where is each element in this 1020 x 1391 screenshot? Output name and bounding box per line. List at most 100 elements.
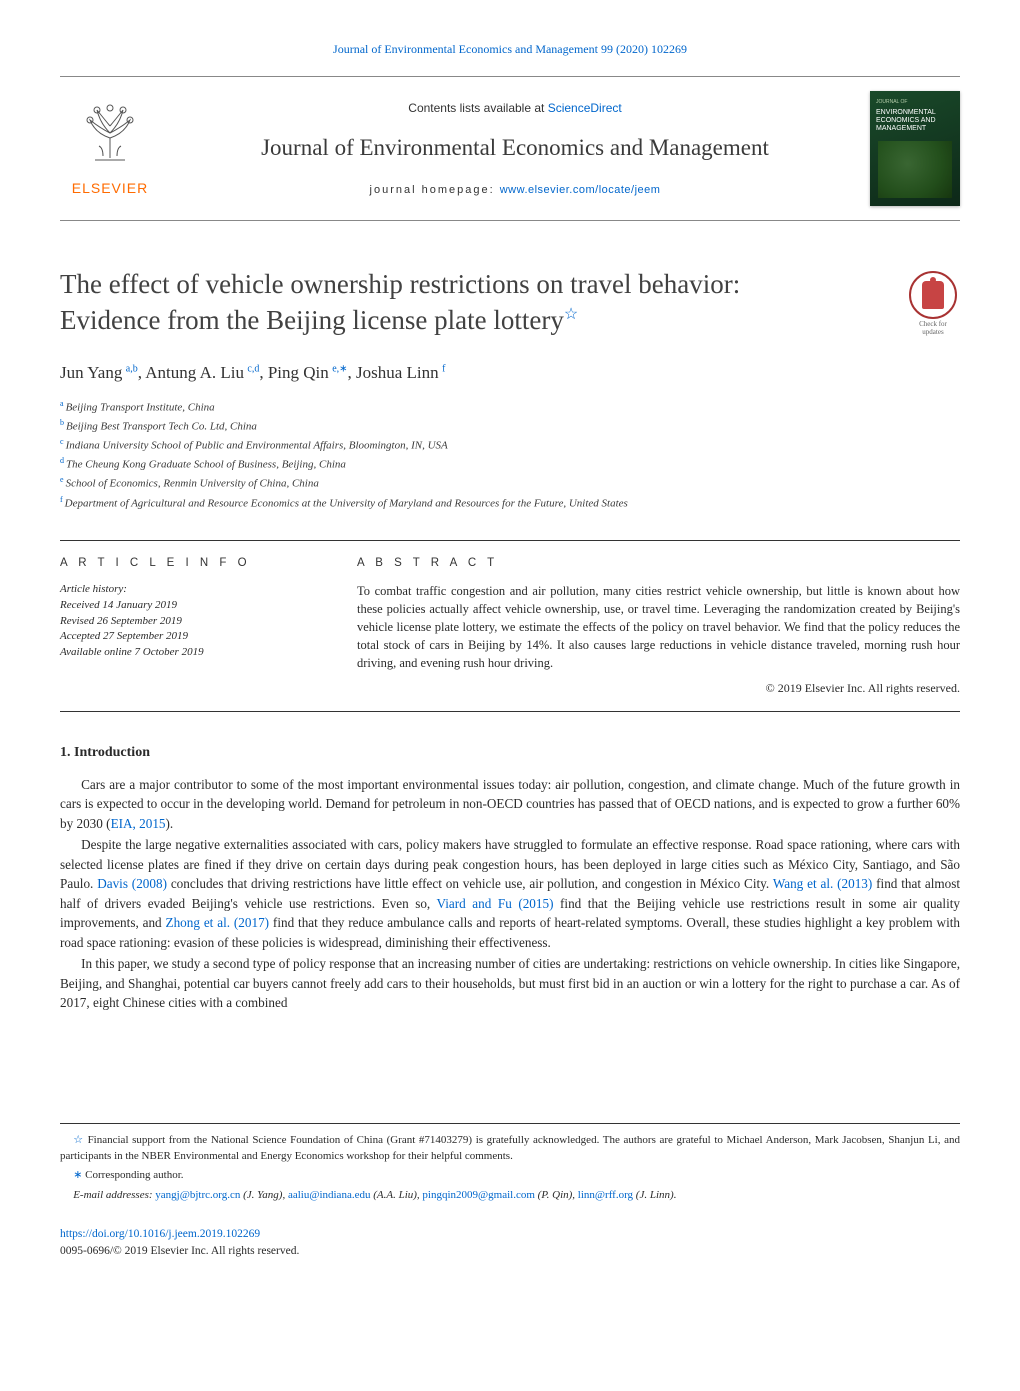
homepage-link[interactable]: www.elsevier.com/locate/jeem	[500, 184, 661, 196]
cite-zhong-2017[interactable]: Zhong et al. (2017)	[166, 915, 270, 930]
abstract-column: A B S T R A C T To combat traffic conges…	[339, 541, 960, 711]
author-name: Ping Qin	[268, 363, 332, 382]
contents-line: Contents lists available at ScienceDirec…	[172, 99, 858, 117]
check-updates-badge[interactable]: Check for updates	[906, 271, 960, 325]
intro-p3: In this paper, we study a second type of…	[60, 954, 960, 1013]
history-online: Available online 7 October 2019	[60, 645, 321, 660]
affiliation-line: fDepartment of Agricultural and Resource…	[60, 494, 960, 512]
corresponding-footnote: ∗ Corresponding author.	[60, 1167, 960, 1184]
history-received: Received 14 January 2019	[60, 598, 321, 613]
journal-reference: Journal of Environmental Economics and M…	[60, 40, 960, 58]
email-link[interactable]: yangj@bjtrc.org.cn	[155, 1189, 240, 1201]
funding-text: Financial support from the National Scie…	[60, 1134, 960, 1163]
funding-footnote: ☆ Financial support from the National Sc…	[60, 1132, 960, 1165]
homepage-prefix: journal homepage:	[370, 184, 500, 196]
updates-text2: updates	[906, 329, 960, 337]
updates-circle-icon	[909, 271, 957, 319]
affiliation-text: Beijing Best Transport Tech Co. Ltd, Chi…	[66, 421, 257, 433]
contents-prefix: Contents lists available at	[408, 101, 547, 115]
journal-cover-thumbnail: JOURNAL OF ENVIRONMENTAL ECONOMICS AND M…	[870, 91, 960, 206]
article-info-column: A R T I C L E I N F O Article history: R…	[60, 541, 339, 711]
email-who: (J. Linn)	[633, 1189, 674, 1201]
emails-line: E-mail addresses: yangj@bjtrc.org.cn (J.…	[60, 1187, 960, 1204]
author-name: Joshua Linn	[356, 363, 442, 382]
author-name: Antung A. Liu	[145, 363, 247, 382]
author-sup: a,b	[126, 364, 138, 375]
affiliation-line: dThe Cheung Kong Graduate School of Busi…	[60, 455, 960, 473]
bookmark-icon	[922, 281, 944, 309]
affiliation-sup: b	[60, 418, 64, 427]
section-1-heading: 1. Introduction	[60, 742, 960, 763]
cite-wang-2013[interactable]: Wang et al. (2013)	[773, 876, 872, 891]
title-line1: The effect of vehicle ownership restrict…	[60, 269, 740, 299]
journal-name: Journal of Environmental Economics and M…	[172, 131, 858, 166]
corr-mark: ∗	[73, 1169, 82, 1181]
author-name: Jun Yang	[60, 363, 126, 382]
title-footnote-star: ☆	[564, 306, 578, 323]
cover-small-main: ENVIRONMENTAL ECONOMICS AND MANAGEMENT	[876, 109, 954, 134]
homepage-line: journal homepage: www.elsevier.com/locat…	[172, 182, 858, 199]
affiliation-line: aBeijing Transport Institute, China	[60, 398, 960, 416]
issn-copyright: 0095-0696/© 2019 Elsevier Inc. All right…	[60, 1243, 960, 1260]
corr-text: Corresponding author.	[85, 1169, 183, 1181]
email-link[interactable]: linn@rff.org	[578, 1189, 633, 1201]
affiliation-sup: d	[60, 456, 64, 465]
affiliation-text: School of Economics, Renmin University o…	[66, 478, 319, 490]
elsevier-tree-icon	[75, 98, 145, 168]
affiliation-sup: a	[60, 399, 64, 408]
article-info-label: A R T I C L E I N F O	[60, 555, 321, 572]
history-accepted: Accepted 27 September 2019	[60, 629, 321, 644]
sciencedirect-link[interactable]: ScienceDirect	[548, 101, 622, 115]
cite-eia-2015[interactable]: EIA, 2015	[111, 816, 166, 831]
p1-post: ).	[166, 816, 174, 831]
email-who: (A.A. Liu)	[370, 1189, 416, 1201]
footer-block: https://doi.org/10.1016/j.jeem.2019.1022…	[60, 1226, 960, 1261]
footnotes-block: ☆ Financial support from the National Sc…	[60, 1123, 960, 1204]
email-link[interactable]: pingqin2009@gmail.com	[422, 1189, 534, 1201]
cite-davis-2008[interactable]: Davis (2008)	[97, 876, 167, 891]
email-link[interactable]: aaliu@indiana.edu	[288, 1189, 371, 1201]
email-who: (J. Yang)	[240, 1189, 282, 1201]
authors-line: Jun Yang a,b, Antung A. Liu c,d, Ping Qi…	[60, 360, 960, 386]
journal-ref-link[interactable]: Journal of Environmental Economics and M…	[333, 42, 687, 56]
intro-p2: Despite the large negative externalities…	[60, 835, 960, 952]
affiliation-line: bBeijing Best Transport Tech Co. Ltd, Ch…	[60, 417, 960, 435]
abstract-text: To combat traffic congestion and air pol…	[357, 582, 960, 673]
affiliation-line: cIndiana University School of Public and…	[60, 436, 960, 454]
affiliation-sup: e	[60, 475, 64, 484]
author-sup: e,∗	[332, 364, 347, 375]
doi-link[interactable]: https://doi.org/10.1016/j.jeem.2019.1022…	[60, 1228, 260, 1240]
history-label: Article history:	[60, 582, 321, 597]
affiliation-text: Beijing Transport Institute, China	[66, 401, 215, 413]
funding-mark: ☆	[73, 1134, 84, 1146]
intro-p1: Cars are a major contributor to some of …	[60, 775, 960, 834]
abstract-label: A B S T R A C T	[357, 555, 960, 572]
article-history: Article history: Received 14 January 201…	[60, 582, 321, 660]
email-label: E-mail addresses:	[73, 1189, 155, 1201]
header-box: ELSEVIER Contents lists available at Sci…	[60, 76, 960, 221]
history-revised: Revised 26 September 2019	[60, 614, 321, 629]
affiliation-text: Indiana University School of Public and …	[66, 440, 448, 452]
cover-small-top: JOURNAL OF	[876, 99, 954, 107]
header-center: Contents lists available at ScienceDirec…	[160, 99, 870, 198]
author-sup: c,d	[247, 364, 259, 375]
affiliation-line: eSchool of Economics, Renmin University …	[60, 474, 960, 492]
elsevier-brand-text: ELSEVIER	[60, 178, 160, 199]
affiliation-sup: c	[60, 437, 64, 446]
affiliation-text: Department of Agricultural and Resource …	[65, 497, 628, 509]
p2-2: concludes that driving restrictions have…	[167, 876, 773, 891]
cite-viard-fu-2015[interactable]: Viard and Fu (2015)	[437, 896, 554, 911]
email-who: (P. Qin)	[535, 1189, 572, 1201]
abstract-copyright: © 2019 Elsevier Inc. All rights reserved…	[357, 679, 960, 697]
elsevier-logo: ELSEVIER	[60, 98, 160, 199]
affiliation-text: The Cheung Kong Graduate School of Busin…	[66, 459, 346, 471]
title-row: The effect of vehicle ownership restrict…	[60, 267, 960, 338]
meta-row: A R T I C L E I N F O Article history: R…	[60, 540, 960, 712]
article-title: The effect of vehicle ownership restrict…	[60, 267, 890, 338]
title-line2: Evidence from the Beijing license plate …	[60, 305, 564, 335]
author-sup: f	[442, 364, 445, 375]
cover-art	[878, 141, 952, 198]
p1-pre: Cars are a major contributor to some of …	[60, 777, 960, 831]
affiliation-sup: f	[60, 495, 63, 504]
affiliations: aBeijing Transport Institute, ChinabBeij…	[60, 398, 960, 512]
